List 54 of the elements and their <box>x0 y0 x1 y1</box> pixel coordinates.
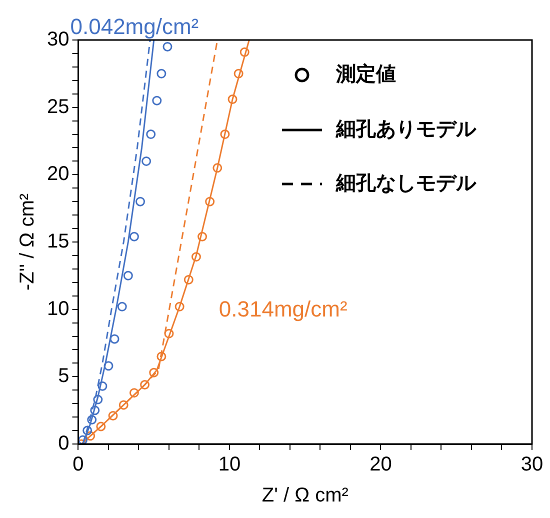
point <box>123 270 133 280</box>
point <box>162 42 172 52</box>
point <box>240 47 250 57</box>
y-tick-label: 0 <box>58 432 70 455</box>
point <box>149 368 159 378</box>
y-tick-label: 25 <box>46 96 70 118</box>
point <box>118 400 128 410</box>
annotation: 細孔ありモデル <box>335 118 477 141</box>
point <box>156 68 166 78</box>
point <box>108 410 118 420</box>
point <box>205 196 215 206</box>
point <box>174 302 184 312</box>
point <box>184 274 194 284</box>
y-tick-label: 20 <box>46 163 70 186</box>
point <box>212 163 222 173</box>
point <box>228 94 238 104</box>
point <box>129 232 139 242</box>
x-tick-label: 20 <box>370 454 392 476</box>
point <box>104 361 114 371</box>
y-tick-label: 30 <box>46 28 70 51</box>
point <box>234 68 244 78</box>
annotation: 0.314mg/cm² <box>218 296 348 322</box>
point <box>98 381 108 391</box>
point <box>156 352 166 362</box>
point <box>136 196 146 206</box>
annotation: 細孔なしモデル <box>335 172 477 195</box>
y-tick-label: 15 <box>46 230 70 253</box>
point <box>220 130 230 140</box>
point <box>90 406 100 416</box>
point <box>96 422 106 432</box>
annotation: 測定値 <box>335 62 396 86</box>
x-tick-label: 0 <box>72 454 84 476</box>
point <box>93 394 103 404</box>
y-tick-label: 5 <box>58 365 70 388</box>
y-tick-label: 10 <box>46 298 70 320</box>
point <box>129 388 139 398</box>
point <box>142 156 152 166</box>
point <box>146 130 156 140</box>
x-tick-label: 30 <box>520 454 544 476</box>
point <box>117 302 127 312</box>
point <box>198 232 208 242</box>
point <box>87 415 97 425</box>
point <box>140 380 150 390</box>
point <box>164 328 174 338</box>
y-axis-title: -Z'' / Ω cm² <box>16 193 39 291</box>
text: 0.042mg/cm² <box>70 14 199 39</box>
point <box>152 96 162 106</box>
point <box>82 426 92 436</box>
point <box>78 435 88 444</box>
point <box>191 252 201 262</box>
point <box>86 431 96 441</box>
x-axis-title: Z' / Ω cm² <box>262 484 349 507</box>
point <box>110 334 120 344</box>
x-tick-label: 10 <box>218 454 241 476</box>
